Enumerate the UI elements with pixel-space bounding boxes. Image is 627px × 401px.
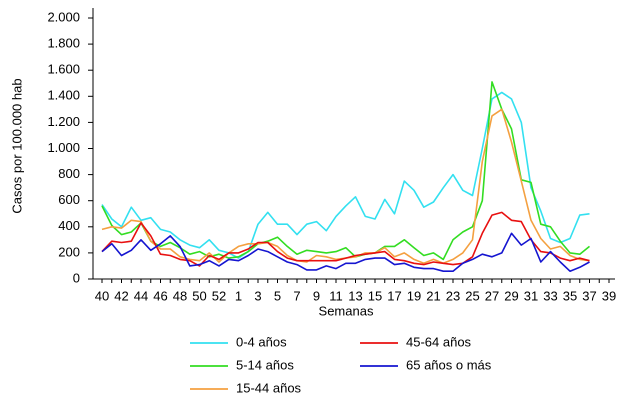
y-tick-label: 600 [58,192,80,207]
y-tick-label: 0 [73,270,80,285]
x-tick-label: 46 [153,288,167,303]
y-tick-label: 200 [58,244,80,259]
x-tick-label: 42 [114,288,128,303]
y-tick-label: 1.600 [47,62,80,77]
y-tick-label: 2.000 [47,9,80,24]
y-axis-label: Casos por 100.000 hab [9,78,24,213]
x-tick-label: 21 [426,288,440,303]
x-tick-label: 19 [407,288,421,303]
x-tick-label: 5 [274,288,281,303]
legend-label: 0-4 años [236,334,287,349]
x-tick-label: 52 [212,288,226,303]
legend-label: 65 años o más [406,357,492,372]
y-tick-label: 1.000 [47,140,80,155]
x-tick-label: 37 [582,288,596,303]
x-tick-label: 9 [313,288,320,303]
x-tick-label: 39 [602,288,616,303]
series-line [101,211,590,267]
y-tick-label: 1.400 [47,88,80,103]
x-tick-label: 11 [329,288,343,303]
series-line [101,81,591,261]
series-line [101,232,590,272]
x-tick-label: 40 [95,288,109,303]
x-tick-label: 1 [235,288,242,303]
x-tick-label: 3 [254,288,261,303]
x-tick-label: 33 [543,288,557,303]
x-tick-label: 7 [293,288,300,303]
legend-label: 45-64 años [406,334,472,349]
x-tick-label: 23 [446,288,460,303]
x-tick-label: 35 [563,288,577,303]
y-tick-label: 800 [58,166,80,181]
x-tick-label: 17 [387,288,401,303]
x-tick-label: 29 [504,288,518,303]
x-tick-label: 31 [524,288,538,303]
x-tick-label: 15 [368,288,382,303]
x-tick-label: 50 [192,288,206,303]
legend-label: 15-44 años [236,380,302,395]
y-tick-label: 400 [58,218,80,233]
y-tick-label: 1.200 [47,114,80,129]
x-tick-label: 25 [465,288,479,303]
legend-label: 5-14 años [236,357,294,372]
y-tick-label: 1.800 [47,36,80,51]
x-tick-label: 44 [134,288,148,303]
x-axis-label: Semanas [319,303,374,318]
x-tick-label: 48 [173,288,187,303]
series-line [101,91,590,259]
x-tick-label: 13 [348,288,362,303]
x-tick-label: 27 [485,288,499,303]
